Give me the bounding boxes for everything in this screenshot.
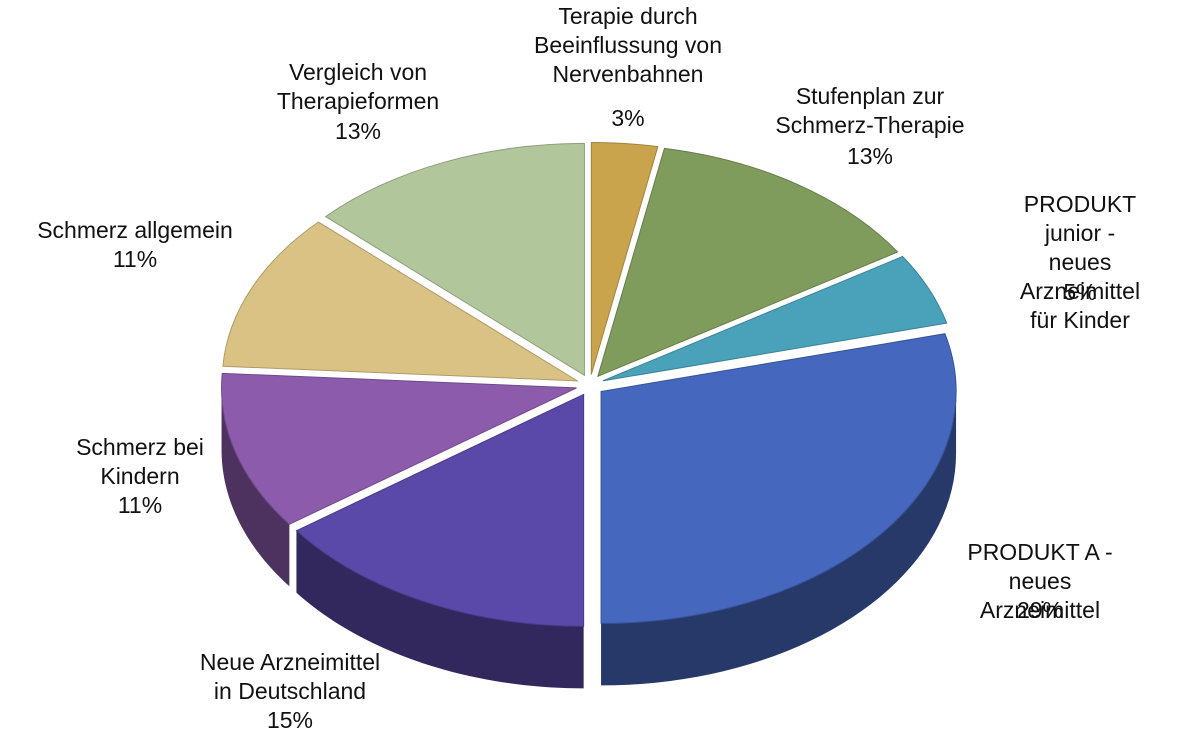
pie-slice	[222, 221, 580, 382]
value-label: 13%	[334, 118, 382, 144]
value-label: 11%	[117, 492, 163, 518]
value-label: 13%	[846, 143, 894, 169]
value-label: 29%	[1016, 597, 1064, 623]
category-label: Terapie durch Beeinflussung von Nervenba…	[534, 3, 722, 87]
pie-slice	[295, 393, 585, 627]
value-label: 5%	[1063, 279, 1097, 305]
category-label: Schmerz bei Kindern	[76, 434, 204, 489]
slice-side	[296, 530, 584, 689]
pie-slice	[600, 333, 957, 624]
category-label: Schmerz allgemein	[37, 217, 233, 243]
pie-slice	[597, 147, 899, 378]
value-label: 3%	[611, 105, 645, 131]
category-label: Vergleich von Therapieformen	[276, 59, 440, 114]
pie-slice	[324, 142, 585, 377]
pie-slice	[602, 255, 948, 382]
value-label: 15%	[266, 707, 314, 733]
category-label: Neue Arzneimittel in Deutschland	[199, 649, 381, 704]
category-label: PRODUKT A - neues Arzneimittel	[967, 539, 1113, 623]
category-label: Stufenplan zur Schmerz-Therapie	[775, 83, 965, 138]
pie-slice	[590, 142, 659, 375]
value-label: 11%	[112, 246, 158, 272]
slice-side	[601, 391, 957, 686]
category-label: PRODUKT junior - neues Arzneimittel für …	[1019, 191, 1141, 333]
slice-tops	[221, 142, 957, 627]
pie-slice	[221, 372, 577, 525]
